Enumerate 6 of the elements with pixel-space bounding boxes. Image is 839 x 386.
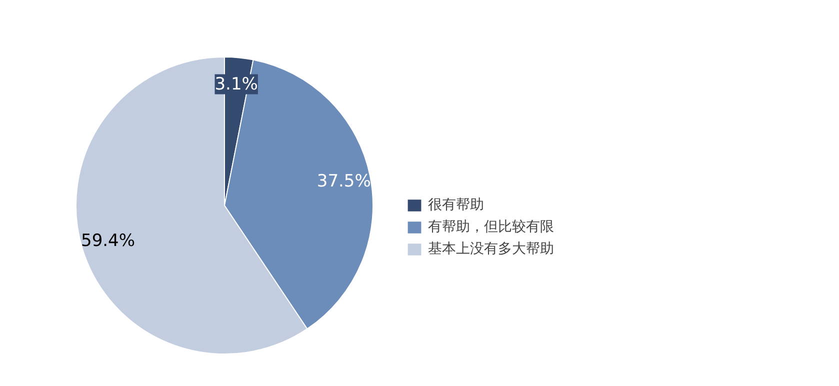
- legend-label: 很有帮助: [428, 196, 484, 214]
- data-label: 3.1%: [214, 74, 258, 94]
- data-label: 59.4%: [81, 230, 136, 251]
- legend-label: 有帮助，但比较有限: [428, 218, 554, 236]
- data-label: 37.5%: [316, 172, 371, 192]
- legend-label: 基本上没有多大帮助: [428, 240, 554, 258]
